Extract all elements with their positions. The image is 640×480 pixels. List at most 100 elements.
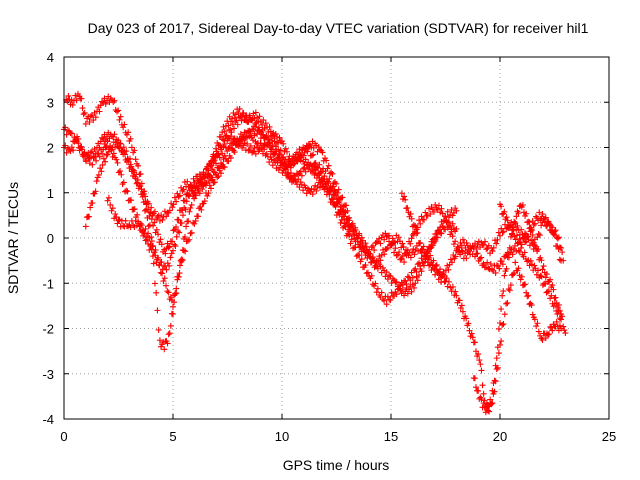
data-point: [244, 134, 251, 141]
data-point: [542, 274, 549, 281]
data-point: [63, 131, 70, 138]
data-point: [302, 156, 309, 163]
data-point: [438, 274, 445, 281]
data-point: [136, 183, 143, 190]
data-point: [176, 192, 183, 199]
data-point: [148, 204, 155, 211]
data-point: [343, 202, 350, 209]
data-point: [418, 268, 425, 275]
data-point: [163, 266, 170, 273]
data-point: [442, 213, 449, 220]
data-point: [237, 131, 244, 138]
data-point: [342, 223, 349, 230]
series-track-5: [82, 110, 351, 353]
data-point: [102, 158, 109, 165]
x-tick-label: 20: [493, 429, 507, 444]
data-point: [465, 320, 472, 327]
y-tick-label: 0: [47, 231, 54, 246]
data-point: [393, 252, 400, 259]
data-point: [369, 254, 376, 261]
data-point: [488, 401, 495, 408]
data-point: [174, 276, 181, 283]
data-point: [273, 148, 280, 155]
data-point: [179, 207, 186, 214]
data-point: [280, 140, 287, 147]
data-point: [338, 216, 345, 223]
data-point: [554, 235, 561, 242]
data-point: [535, 246, 542, 253]
data-point: [150, 260, 157, 267]
data-point: [411, 284, 418, 291]
data-point: [388, 289, 395, 296]
data-point: [259, 126, 266, 133]
data-point: [111, 97, 118, 104]
data-point: [69, 101, 76, 108]
data-point: [408, 215, 415, 222]
data-point: [290, 172, 297, 179]
y-tick-label: -2: [42, 322, 54, 337]
data-point: [514, 240, 521, 247]
data-point: [494, 236, 501, 243]
data-point: [469, 334, 476, 341]
data-point: [176, 229, 183, 236]
data-point: [348, 236, 355, 243]
data-point: [452, 238, 459, 245]
data-point: [477, 361, 484, 368]
data-point: [489, 400, 496, 407]
data-point: [305, 159, 312, 166]
data-point: [221, 141, 228, 148]
data-point: [303, 190, 310, 197]
data-point: [188, 201, 195, 208]
data-point: [164, 340, 171, 347]
data-point: [303, 145, 310, 152]
data-point: [247, 142, 254, 149]
data-point: [120, 144, 127, 151]
data-point: [215, 164, 222, 171]
data-point: [173, 290, 180, 297]
data-point: [252, 120, 259, 127]
data-point: [531, 262, 538, 269]
data-point: [80, 153, 87, 160]
data-point: [260, 117, 267, 124]
data-point: [560, 323, 567, 330]
data-point: [276, 134, 283, 141]
data-point: [79, 105, 86, 112]
data-point: [150, 242, 157, 249]
data-point: [528, 302, 535, 309]
data-point: [87, 204, 94, 211]
data-point: [241, 116, 248, 123]
data-point: [283, 148, 290, 155]
data-point: [435, 270, 442, 277]
data-point: [304, 148, 311, 155]
data-point: [309, 191, 316, 198]
data-point: [154, 307, 161, 314]
data-point: [205, 171, 212, 178]
data-point: [174, 228, 181, 235]
data-point: [135, 162, 142, 169]
data-point: [102, 100, 109, 107]
data-point: [548, 292, 555, 299]
data-point: [414, 224, 421, 231]
data-point: [535, 328, 542, 335]
data-point: [443, 217, 450, 224]
series-track-6: [398, 190, 565, 415]
data-point: [336, 211, 343, 218]
data-point: [151, 280, 158, 287]
data-point: [72, 137, 79, 144]
data-point: [403, 252, 410, 259]
data-point: [540, 263, 547, 270]
data-point: [113, 136, 120, 143]
data-point: [485, 407, 492, 414]
data-point: [185, 192, 192, 199]
data-point: [151, 219, 158, 226]
data-point: [396, 249, 403, 256]
data-point: [285, 169, 292, 176]
data-point: [75, 140, 82, 147]
data-point: [507, 222, 514, 229]
data-point: [402, 278, 409, 285]
data-point: [175, 193, 182, 200]
data-point: [332, 203, 339, 210]
data-point: [212, 154, 219, 161]
data-point: [353, 234, 360, 241]
data-point: [498, 203, 505, 210]
